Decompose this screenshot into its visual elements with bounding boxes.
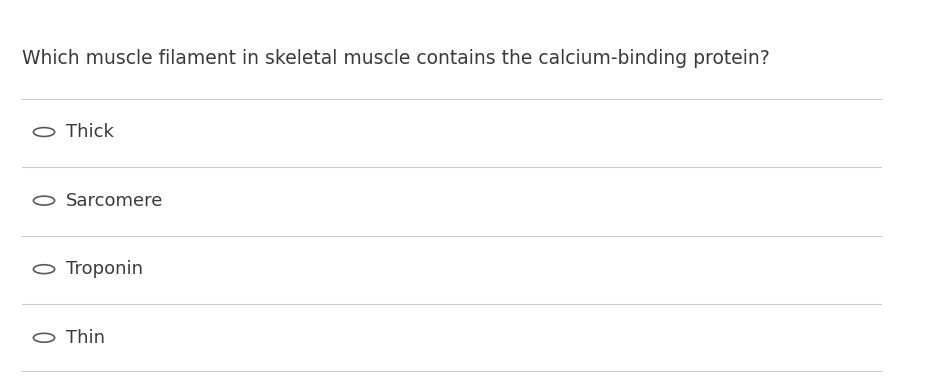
Text: Thick: Thick — [66, 123, 114, 141]
Text: Which muscle filament in skeletal muscle contains the calcium-binding protein?: Which muscle filament in skeletal muscle… — [21, 49, 770, 67]
Text: Sarcomere: Sarcomere — [66, 192, 163, 210]
Text: Troponin: Troponin — [66, 260, 143, 278]
Text: Thin: Thin — [66, 329, 105, 347]
